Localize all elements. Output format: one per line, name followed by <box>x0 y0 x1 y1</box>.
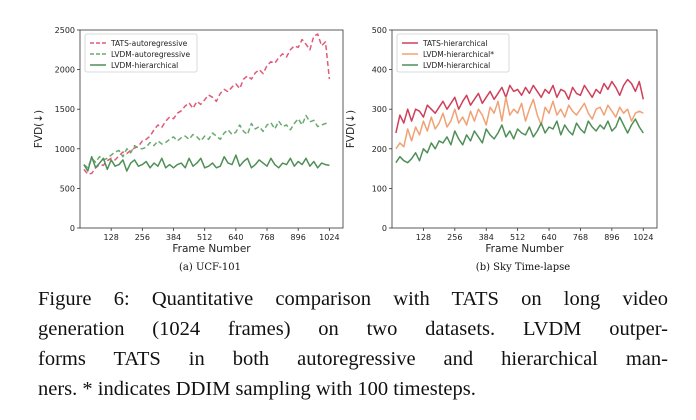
y-axis-label: FVD(↓) <box>345 110 357 148</box>
x-tick-label: 640 <box>541 233 556 242</box>
series-line <box>395 116 644 164</box>
legend: TATS-hierarchical LVDM-hierarchical* LVDM-… <box>396 33 510 73</box>
y-axis-label: FVD(↓) <box>33 110 45 148</box>
legend-label: LVDM-hierarchical <box>423 61 490 70</box>
x-tick-label: 128 <box>416 233 431 242</box>
legend-label: TATS-hierarchical <box>422 39 487 48</box>
x-tick-label: 768 <box>573 233 588 242</box>
x-tick-label: 384 <box>479 233 494 242</box>
x-tick-label: 128 <box>104 233 119 242</box>
x-tick-label: 384 <box>166 233 181 242</box>
series-line <box>83 114 330 169</box>
x-tick-label: 1024 <box>319 233 339 242</box>
chart-1: 0 500 1000 1500 2000 2500 128 256 384 512 640 768 89… <box>33 26 344 273</box>
legend-label: LVDM-autoregressive <box>111 50 190 59</box>
x-tick-label: 640 <box>228 233 243 242</box>
series-line <box>83 33 331 175</box>
caption-line: Figure 6: Quantitative comparison with T… <box>38 288 668 310</box>
figure-caption: Figure 6: Quantitative comparison with T… <box>38 284 668 404</box>
y-tick-label: 1500 <box>55 105 75 114</box>
caption-line: ners. * indicates DDIM sampling with 100… <box>38 378 476 400</box>
subcaption: (b) Sky Time-lapse <box>476 262 570 273</box>
y-tick-label: 0 <box>382 224 387 233</box>
subcaption: (a) UCF-101 <box>179 262 241 273</box>
x-tick-label: 1024 <box>633 233 653 242</box>
y-tick-label: 0 <box>70 224 75 233</box>
plot-frame <box>79 29 344 229</box>
y-tick-label: 1000 <box>55 145 75 154</box>
x-tick-label: 896 <box>604 233 619 242</box>
x-axis-label: Frame Number <box>172 243 251 255</box>
x-tick-label: 512 <box>197 233 212 242</box>
legend-label: TATS-autoregressive <box>110 39 188 48</box>
x-tick-label: 256 <box>447 233 462 242</box>
series-line <box>395 78 645 134</box>
x-tick-label: 512 <box>510 233 525 242</box>
x-tick-label: 768 <box>259 233 274 242</box>
series-line <box>395 96 644 150</box>
y-tick-label: 100 <box>372 184 387 193</box>
legend-label: LVDM-hierarchical* <box>423 50 494 59</box>
y-tick-label: 2000 <box>55 66 75 75</box>
y-tick-label: 400 <box>372 66 387 75</box>
y-tick-label: 300 <box>372 105 387 114</box>
x-axis-label: Frame Number <box>485 243 564 255</box>
legend-box <box>84 33 198 73</box>
chart-2: 0 100 200 300 400 500 128 256 384 512 640 768 896 102… <box>345 26 658 273</box>
y-tick-label: 2500 <box>55 26 75 35</box>
plot-frame <box>391 29 658 229</box>
x-tick-label: 896 <box>291 233 306 242</box>
y-tick-label: 500 <box>60 184 75 193</box>
caption-line: forms TATS in both autoregressive and hi… <box>38 348 668 370</box>
series-line <box>83 154 330 172</box>
caption-line: generation (1024 frames) on two datasets… <box>38 318 668 340</box>
legend: TATS-autoregressive LVDM-autoregressive LV… <box>84 33 198 73</box>
legend-box <box>396 33 510 73</box>
legend-label: LVDM-hierarchical <box>111 61 178 70</box>
y-tick-label: 500 <box>372 26 387 35</box>
x-tick-label: 256 <box>135 233 150 242</box>
y-tick-label: 200 <box>372 145 387 154</box>
